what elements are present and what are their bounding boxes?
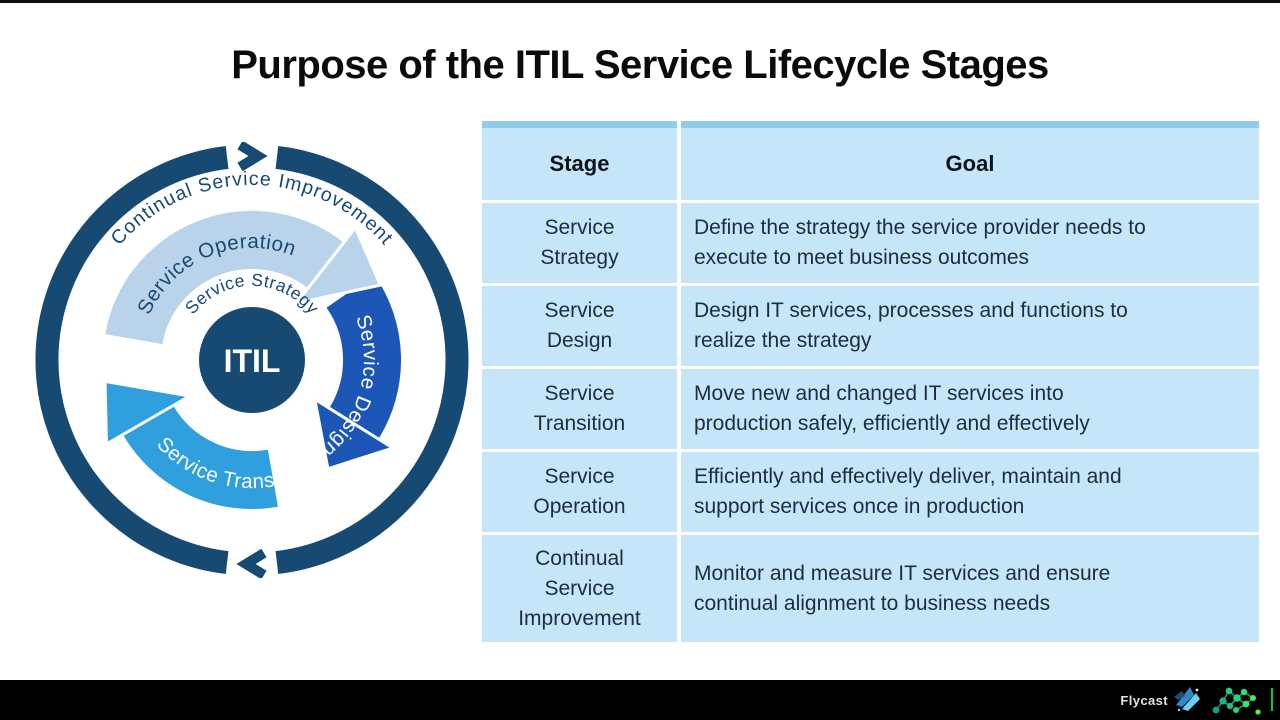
table-row-goal: Design IT services, processes and functi… bbox=[681, 286, 1259, 366]
table-row-goal: Efficiently and effectively deliver, mai… bbox=[681, 452, 1259, 532]
table-row-stage: Continual Service Improvement bbox=[482, 535, 677, 642]
page-title: Purpose of the ITIL Service Lifecycle St… bbox=[231, 43, 1049, 87]
column-header-goal: Goal bbox=[681, 121, 1259, 200]
table-row-stage: Service Transition bbox=[482, 369, 677, 449]
brand-text: Flycast bbox=[1120, 692, 1168, 708]
table-row-stage: Service Design bbox=[482, 286, 677, 366]
table-row-goal: Define the strategy the service provider… bbox=[681, 203, 1259, 283]
outer-ring-chevron-top-icon bbox=[237, 142, 268, 172]
itil-center-circle bbox=[199, 307, 305, 413]
column-header-stage: Stage bbox=[482, 121, 677, 200]
table-row-goal: Monitor and measure IT services and ensu… bbox=[681, 535, 1259, 642]
table-row-goal: Move new and changed IT services into pr… bbox=[681, 369, 1259, 449]
flycast-logo: Flycast bbox=[1120, 680, 1276, 720]
service-design-arc bbox=[326, 274, 402, 439]
outer-ring-chevron-bottom-icon bbox=[236, 548, 267, 578]
table-row-stage: Service Strategy bbox=[482, 203, 677, 283]
video-top-bar bbox=[0, 0, 1280, 3]
service-operation-arrowhead-icon bbox=[294, 226, 382, 305]
itil-lifecycle-diagram: Continual Service Improvement Service Op… bbox=[35, 142, 469, 578]
itil-center-label: ITIL bbox=[224, 343, 281, 379]
service-transition-arrowhead-icon bbox=[103, 379, 192, 446]
table-row-stage: Service Operation bbox=[482, 452, 677, 532]
network-logo-icon bbox=[1212, 687, 1274, 715]
flycast-swoosh-icon bbox=[1174, 687, 1200, 712]
stage-goal-table: Stage Goal Service Strategy Define the s… bbox=[482, 121, 1259, 642]
service-design-arrowhead-icon bbox=[313, 397, 395, 471]
service-transition-arc bbox=[122, 404, 278, 509]
outer-ring-arc-left bbox=[35, 145, 229, 575]
video-bottom-bar: Flycast bbox=[0, 680, 1280, 720]
service-operation-arc bbox=[105, 210, 344, 345]
outer-ring-arc-right bbox=[275, 145, 469, 575]
